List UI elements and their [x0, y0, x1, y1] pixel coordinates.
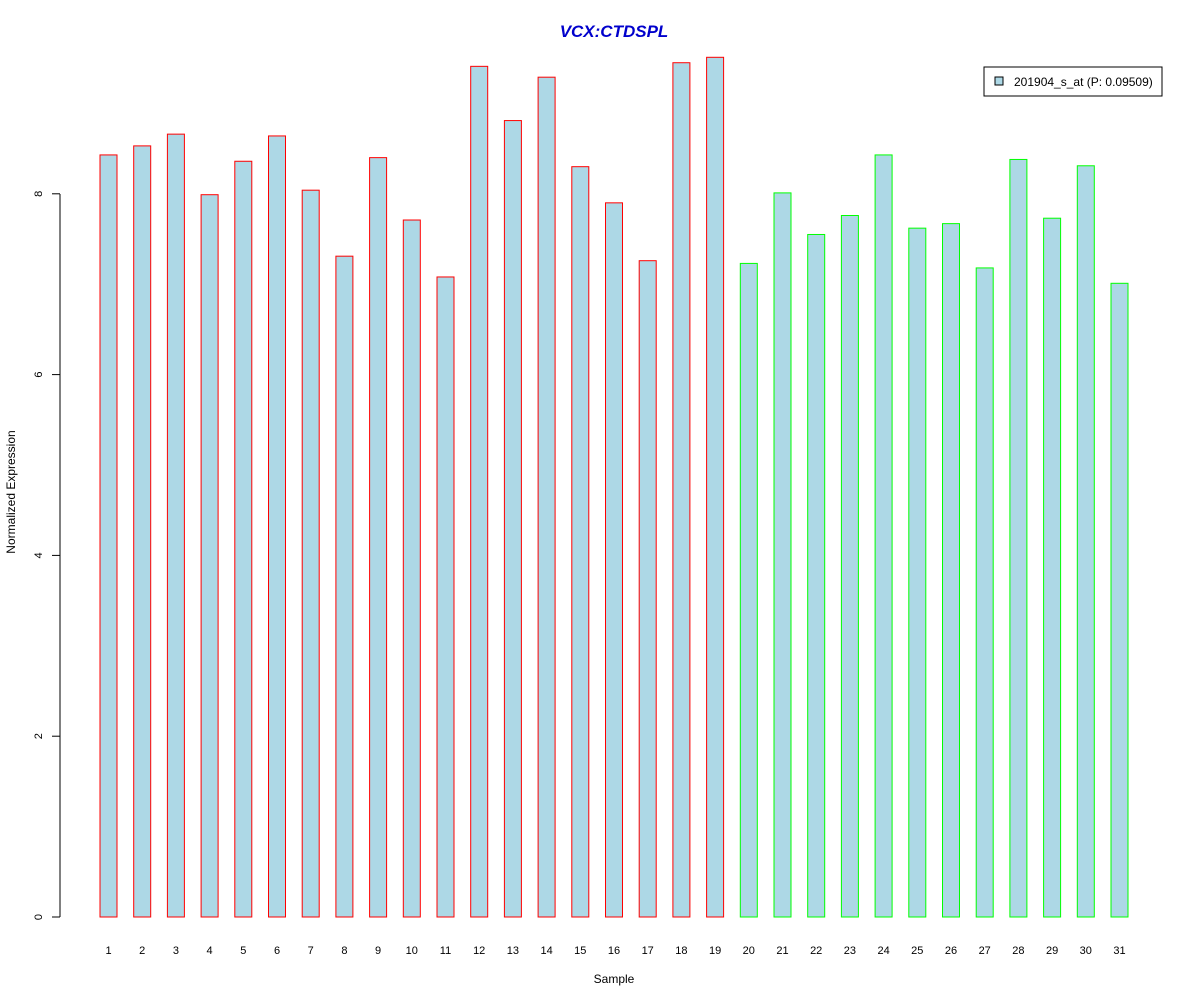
y-axis-title: Normalized Expression	[4, 430, 18, 553]
bar-sample-15	[571, 166, 590, 918]
x-tick-label: 23	[844, 945, 856, 957]
bar-sample-2	[133, 145, 152, 918]
bar-sample-1	[99, 154, 118, 918]
x-tick-label: 21	[776, 945, 788, 957]
bar-sample-22	[807, 233, 826, 918]
x-tick-label: 6	[274, 945, 280, 957]
x-tick-label: 28	[1012, 945, 1024, 957]
x-tick-label: 14	[540, 945, 552, 957]
bar-sample-19	[706, 56, 725, 918]
bar-sample-23	[840, 214, 859, 918]
bar-sample-11	[436, 276, 455, 918]
x-tick-label: 10	[406, 945, 418, 957]
chart-title: VCX:CTDSPL	[560, 22, 669, 41]
x-tick-label: 3	[173, 945, 179, 957]
legend-swatch	[994, 76, 1004, 86]
bar-sample-27	[975, 267, 994, 918]
legend: 201904_s_at (P: 0.09509)	[983, 66, 1163, 97]
bar-sample-12	[470, 65, 489, 918]
x-tick-label: 11	[440, 945, 451, 957]
x-tick-label: 7	[308, 945, 314, 957]
x-tick-label: 2	[139, 945, 145, 957]
x-tick-label: 8	[341, 945, 347, 957]
x-tick-label: 9	[375, 945, 381, 957]
x-tick-labels: 1 2 3 4 5 6 7 8 9 10 11 12 13 14 15 16 17 18 19 20 21 22 23 24 2…	[105, 945, 1125, 957]
x-tick-label: 24	[877, 945, 889, 957]
bar-sample-21	[773, 192, 792, 918]
bar-sample-31	[1110, 282, 1129, 918]
legend-box	[983, 66, 1163, 97]
y-axis: 0 2 4 6 8	[33, 191, 61, 920]
x-tick-label: 26	[945, 945, 957, 957]
bar-sample-13	[503, 120, 522, 918]
x-tick-label: 30	[1080, 945, 1092, 957]
bar-sample-7	[301, 189, 320, 918]
x-tick-label: 4	[207, 945, 213, 957]
x-tick-label: 5	[240, 945, 246, 957]
bar-sample-8	[335, 255, 354, 918]
bar-sample-30	[1076, 165, 1095, 918]
x-tick-label: 20	[743, 945, 755, 957]
bar-sample-26	[942, 223, 960, 918]
x-tick-label: 18	[675, 945, 687, 957]
x-tick-label: 29	[1046, 945, 1058, 957]
bar-sample-6	[268, 135, 286, 918]
x-tick-label: 19	[709, 945, 721, 957]
bar-sample-4	[200, 194, 219, 918]
y-tick-label: 2	[33, 733, 45, 739]
y-tick-label: 0	[33, 914, 45, 920]
bar-sample-16	[605, 202, 623, 918]
bar-sample-25	[908, 227, 927, 918]
bar-sample-3	[166, 133, 185, 918]
x-tick-label: 12	[473, 945, 485, 957]
x-tick-label: 25	[911, 945, 923, 957]
x-axis-title: Sample	[594, 972, 635, 986]
bar-sample-10	[402, 219, 421, 918]
y-tick-label: 8	[33, 191, 45, 197]
x-tick-label: 17	[642, 945, 654, 957]
x-tick-label: 13	[507, 945, 519, 957]
x-tick-label: 27	[979, 945, 991, 957]
bar-sample-29	[1043, 217, 1062, 918]
legend-label: 201904_s_at (P: 0.09509)	[1014, 75, 1153, 89]
bar-sample-24	[874, 154, 893, 918]
bar-sample-20	[739, 262, 758, 918]
bars-group	[99, 56, 1129, 918]
x-tick-label: 16	[608, 945, 620, 957]
y-tick-label: 4	[33, 552, 45, 558]
bar-sample-5	[234, 160, 253, 918]
bar-sample-28	[1009, 158, 1028, 918]
x-tick-label: 22	[810, 945, 822, 957]
y-tick-label: 6	[33, 372, 45, 378]
bar-sample-9	[369, 157, 388, 918]
bar-sample-14	[537, 76, 556, 918]
x-tick-label: 15	[574, 945, 586, 957]
x-tick-label: 31	[1113, 945, 1125, 957]
x-tick-label: 1	[105, 945, 111, 957]
bar-sample-17	[638, 260, 657, 918]
bar-sample-18	[672, 62, 691, 918]
